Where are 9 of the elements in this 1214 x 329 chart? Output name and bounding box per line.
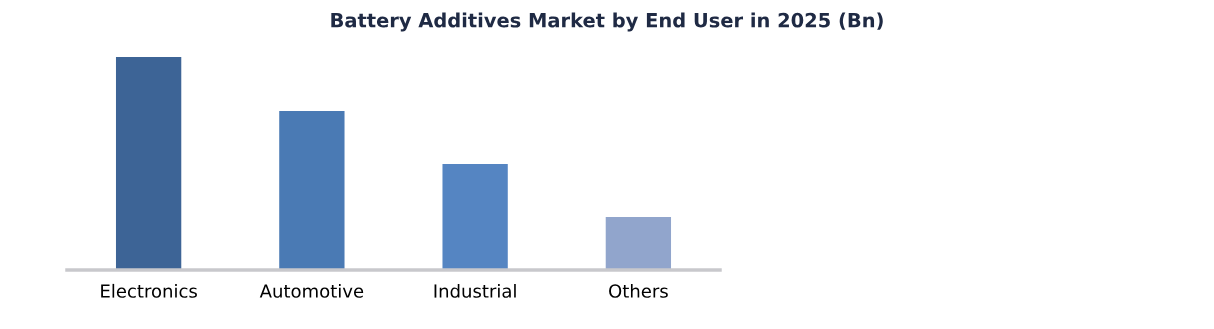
x-tick-label: Others bbox=[609, 283, 668, 298]
x-tick-label: Electronics bbox=[101, 283, 197, 298]
x-tick-label: Industrial bbox=[434, 283, 516, 298]
bar bbox=[605, 216, 672, 270]
x-tick-label: Automotive bbox=[259, 283, 364, 298]
chart-title: Battery Additives Market by End User in 2025 (Bn) bbox=[331, 12, 883, 32]
bar bbox=[115, 57, 182, 270]
bar bbox=[442, 163, 508, 270]
bar bbox=[279, 111, 345, 270]
